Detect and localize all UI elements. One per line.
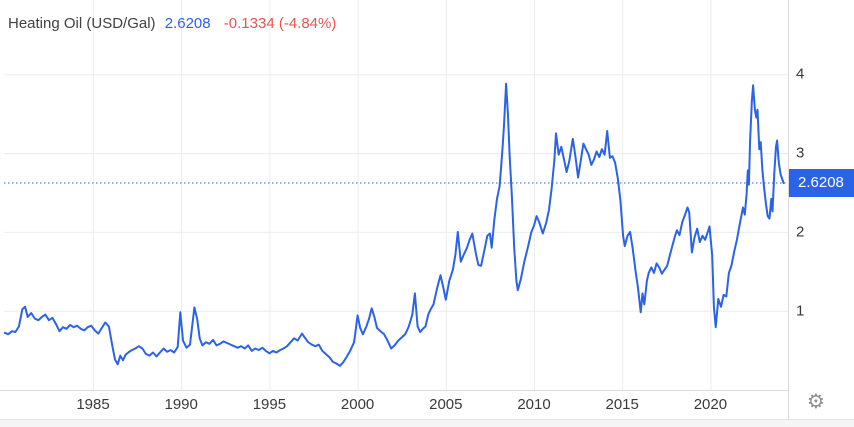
x-tick-label: 2000 xyxy=(340,396,375,413)
x-tick-label: 1985 xyxy=(76,396,110,413)
x-tick-label: 2015 xyxy=(605,396,639,413)
chart-header: Heating Oil (USD/Gal) 2.6208 -0.1334 (-4… xyxy=(8,15,336,32)
y-tick-label: 3 xyxy=(796,144,805,162)
x-tick-label: 2005 xyxy=(429,396,463,413)
y-tick-label: 2 xyxy=(796,223,805,241)
price-line-series xyxy=(3,82,785,367)
y-tick-label: 4 xyxy=(796,65,805,83)
instrument-title: Heating Oil (USD/Gal) xyxy=(8,15,156,32)
last-price-value: 2.6208 xyxy=(164,15,211,32)
footer-strip xyxy=(0,419,854,427)
x-tick-label: 1995 xyxy=(252,396,287,413)
price-change-value: -0.1334 (-4.84%) xyxy=(223,15,337,32)
y-tick-label: 1 xyxy=(796,302,805,320)
current-price-badge: 2.6208 xyxy=(789,168,854,197)
x-tick-label: 2020 xyxy=(693,396,728,413)
current-price-badge-value: 2.6208 xyxy=(798,174,844,192)
x-tick-label: 2010 xyxy=(517,396,551,413)
settings-gear-icon[interactable]: ⚙ xyxy=(807,391,825,413)
x-tick-label: 1990 xyxy=(164,396,198,413)
